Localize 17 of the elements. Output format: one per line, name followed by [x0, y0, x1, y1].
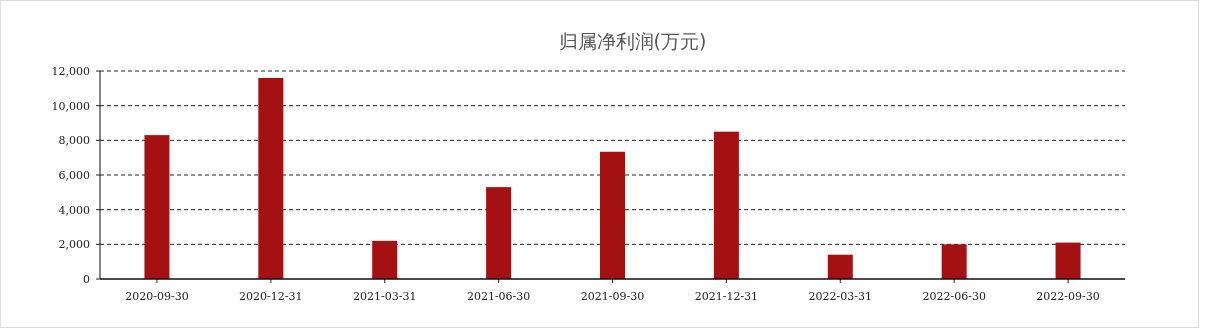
x-tick-label: 2021-12-31 — [694, 290, 759, 303]
y-tick-label: 4,000 — [58, 203, 90, 217]
y-tick-label: 6,000 — [58, 169, 90, 182]
x-tick-label: 2020-09-30 — [125, 290, 189, 303]
title: 归属净利润(万元) — [558, 30, 707, 52]
y-tick-label: 8,000 — [58, 134, 90, 148]
y-tick-label: 12,000 — [51, 65, 90, 78]
x-tick-label: 2022-09-30 — [1036, 290, 1100, 303]
x-tick-label: 2021-03-31 — [353, 290, 417, 303]
y-tick-label: 0 — [83, 273, 90, 286]
y-tick-label: 2,000 — [58, 238, 90, 252]
x-tick-label: 2020-12-31 — [239, 290, 303, 303]
x-tick-label: 2021-09-30 — [580, 290, 645, 303]
x-tick-label: 2022-03-31 — [808, 290, 872, 303]
x-tick-label: 2021-06-30 — [466, 290, 531, 303]
x-tick-label: 2022-06-30 — [922, 290, 986, 303]
y-tick-label: 10,000 — [51, 99, 90, 113]
